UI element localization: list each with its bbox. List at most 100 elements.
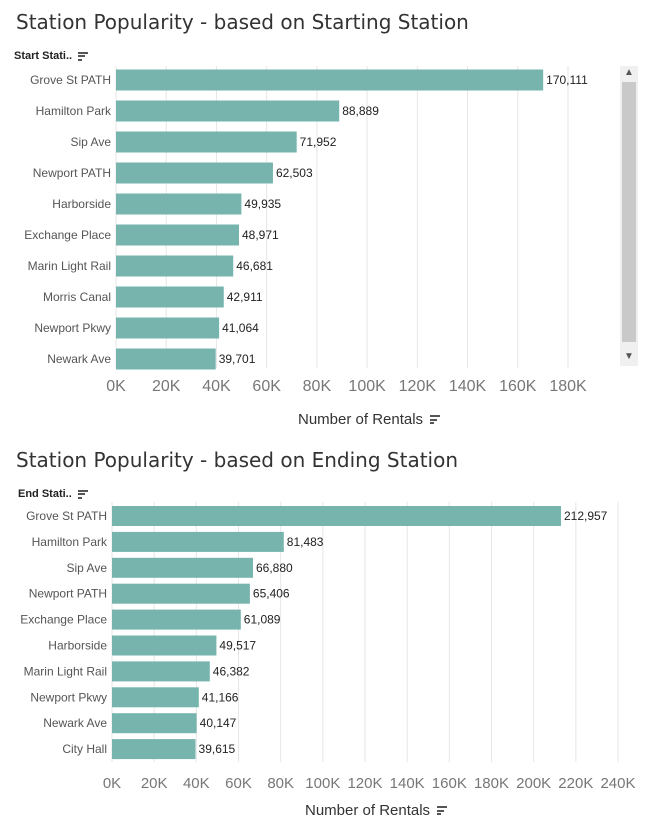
value-label: 39,615	[199, 742, 236, 756]
bar	[116, 317, 220, 339]
bar	[116, 100, 340, 122]
value-label: 40,147	[200, 716, 237, 730]
value-label: 41,064	[222, 321, 259, 335]
sort-icon[interactable]	[78, 51, 89, 61]
category-label: Sip Ave	[67, 561, 108, 575]
x-axis-title-end-label: Number of Rentals	[305, 802, 431, 819]
tick-label: 100K	[305, 775, 340, 792]
tick-label: 160K	[499, 378, 537, 395]
tick-label: 120K	[347, 775, 382, 792]
value-label: 42,911	[227, 290, 263, 304]
sort-icon[interactable]	[77, 489, 88, 499]
category-label: Hamilton Park	[36, 104, 112, 118]
bar	[112, 713, 197, 734]
value-label: 46,382	[213, 664, 250, 678]
tick-label: 140K	[390, 775, 425, 792]
category-label: Newport Pkwy	[30, 690, 107, 704]
vertical-scrollbar[interactable]: ▲ ▼	[620, 66, 638, 366]
value-label: 49,935	[244, 197, 281, 211]
bar	[116, 193, 242, 215]
start-station-header-label: Start Stati..	[14, 50, 73, 62]
category-label: Grove St PATH	[26, 509, 107, 523]
value-label: 61,089	[244, 613, 281, 627]
bar	[112, 739, 196, 760]
bar	[112, 661, 210, 682]
chart-title-end: Station Popularity - based on Ending Sta…	[16, 448, 459, 472]
category-label: Harborside	[48, 639, 107, 653]
tick-label: 200K	[516, 775, 551, 792]
bar	[112, 635, 217, 656]
tick-label: 220K	[558, 775, 593, 792]
value-label: 48,971	[242, 228, 279, 242]
tick-label: 40K	[202, 378, 231, 395]
category-label: Sip Ave	[71, 135, 112, 149]
bar	[112, 506, 561, 526]
sort-icon[interactable]	[430, 415, 441, 424]
category-label: Hamilton Park	[32, 535, 108, 549]
end-station-header-label: End Stati..	[18, 488, 72, 500]
category-label: City Hall	[62, 742, 107, 756]
scroll-thumb[interactable]	[622, 82, 636, 342]
category-label: Newark Ave	[43, 716, 107, 730]
tick-label: 80K	[303, 378, 332, 395]
tick-label: 180K	[474, 775, 509, 792]
tick-label: 160K	[432, 775, 467, 792]
bar	[112, 531, 284, 552]
tick-label: 60K	[252, 378, 281, 395]
tick-label: 120K	[399, 378, 437, 395]
category-label: Grove St PATH	[30, 73, 111, 87]
value-label: 66,880	[256, 561, 293, 575]
category-label: Marin Light Rail	[28, 259, 111, 273]
tick-label: 100K	[348, 378, 386, 395]
category-label: Marin Light Rail	[24, 664, 107, 678]
tick-label: 40K	[183, 775, 210, 792]
tick-label: 140K	[449, 378, 487, 395]
tick-label: 60K	[225, 775, 252, 792]
sort-icon[interactable]	[437, 806, 448, 815]
start-station-bar-chart: Grove St PATH 170,111 Hamilton Park 88,889 S…	[24, 66, 588, 395]
end-station-bar-chart: Grove St PATH 212,957 Hamilton Park 81,483 S…	[20, 502, 636, 792]
scroll-down-icon[interactable]: ▼	[624, 351, 634, 362]
category-label: Newark Ave	[47, 352, 111, 366]
bar	[116, 348, 216, 370]
value-label: 62,503	[276, 166, 313, 180]
bar	[116, 162, 273, 184]
bar	[116, 69, 544, 91]
tick-label: 180K	[549, 378, 587, 395]
tick-label: 0K	[106, 378, 126, 395]
category-label: Newport PATH	[33, 166, 111, 180]
value-label: 65,406	[253, 587, 290, 601]
tick-label: 20K	[152, 378, 181, 395]
end-station-header[interactable]: End Stati..	[18, 488, 88, 500]
value-label: 41,166	[202, 690, 239, 704]
tick-label: 80K	[267, 775, 294, 792]
bar	[116, 255, 234, 277]
value-label: 71,952	[300, 135, 337, 149]
category-label: Exchange Place	[20, 613, 107, 627]
bar	[112, 583, 250, 604]
category-label: Exchange Place	[24, 228, 111, 242]
bar	[116, 286, 224, 308]
bar	[112, 557, 254, 578]
tick-label: 0K	[103, 775, 121, 792]
x-axis-title-start[interactable]: Number of Rentals	[298, 411, 441, 428]
x-axis-title-start-label: Number of Rentals	[298, 411, 424, 428]
tick-label: 240K	[600, 775, 635, 792]
value-label: 39,701	[219, 352, 256, 366]
category-label: Morris Canal	[43, 290, 111, 304]
chart-title-start: Station Popularity - based on Starting S…	[16, 10, 469, 34]
value-label: 170,111	[546, 73, 588, 87]
start-station-header[interactable]: Start Stati..	[14, 50, 89, 62]
category-label: Harborside	[52, 197, 111, 211]
scroll-up-icon[interactable]: ▲	[624, 67, 634, 78]
category-label: Newport Pkwy	[34, 321, 111, 335]
value-label: 212,957	[564, 509, 608, 523]
tick-label: 20K	[141, 775, 168, 792]
x-axis-title-end[interactable]: Number of Rentals	[305, 802, 448, 819]
value-label: 81,483	[287, 535, 324, 549]
bar	[112, 609, 241, 630]
bar	[116, 131, 297, 153]
bar	[116, 224, 239, 246]
value-label: 49,517	[219, 639, 256, 653]
bar	[112, 687, 199, 708]
